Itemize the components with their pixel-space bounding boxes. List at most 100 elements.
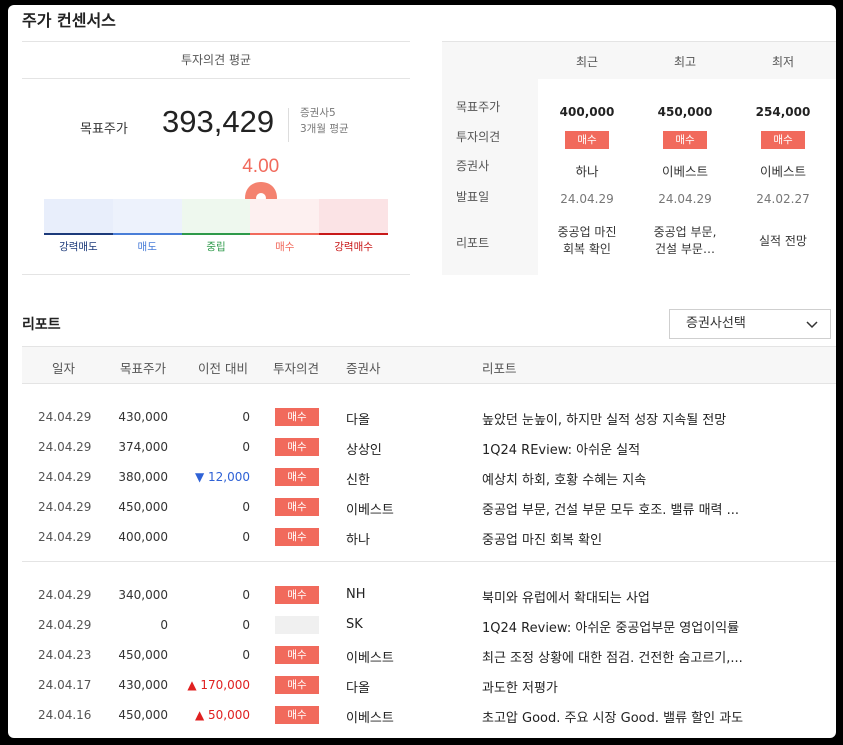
- row-date: 24.04.29: [38, 530, 92, 544]
- scale-segment-5: [319, 199, 388, 233]
- consensus-report-link[interactable]: 중공업 마진 회복 확인: [538, 224, 636, 258]
- row-date: 24.04.29: [38, 440, 92, 454]
- row-report-link[interactable]: 중공업 부문, 건설 부문 모두 호조. 밸류 매력 ...: [482, 503, 740, 518]
- report-line: 건설 부문…: [655, 242, 715, 256]
- column-header: 일자: [52, 361, 76, 376]
- opinion-header: 투자의견 평균: [22, 42, 410, 79]
- table-row[interactable]: 24.04.29 380,000 ▼ 12,000 매수 신한 예상치 하회, 호황 수혜…: [22, 462, 836, 492]
- row-target-price: 450,000: [118, 648, 168, 662]
- consensus-row-label: 목표주가: [456, 100, 501, 114]
- column-header: 투자의견: [273, 361, 320, 376]
- opinion-score: 4.00: [242, 156, 280, 177]
- consensus-broker: 하나: [575, 164, 599, 179]
- scale-label-3: 중립: [181, 233, 251, 254]
- row-opinion: 매수: [275, 498, 319, 516]
- table-row[interactable]: 24.04.29 430,000 0 매수 다올 높았던 눈높이, 하지만 실적 성장 지…: [22, 402, 836, 432]
- row-opinion: 매수: [275, 468, 319, 486]
- table-row[interactable]: 24.04.29 450,000 0 매수 이베스트 중공업 부문, 건설 부문 모두 호…: [22, 492, 836, 522]
- table-row[interactable]: 24.04.29 400,000 0 매수 하나 중공업 마진 회복 확인: [22, 522, 836, 552]
- section-title: 주가 컨센서스: [22, 11, 116, 30]
- column-header: 리포트: [482, 361, 517, 376]
- buy-badge: 매수: [275, 408, 319, 426]
- report-line: 회복 확인: [563, 242, 611, 256]
- buy-badge: 매수: [275, 586, 319, 604]
- row-date: 24.04.29: [38, 410, 92, 424]
- row-broker: 상상인: [346, 443, 382, 458]
- consensus-col-3: 최저: [771, 55, 795, 69]
- consensus-col-2: 최고: [673, 55, 697, 69]
- row-date: 24.04.23: [38, 648, 92, 662]
- row-date: 24.04.29: [38, 500, 92, 514]
- buy-badge: 매수: [275, 468, 319, 486]
- row-opinion: 매수: [275, 706, 319, 724]
- table-row[interactable]: 24.04.29 0 0 SK 1Q24 Review: 아쉬운 중공업부문 영업이익률: [22, 610, 836, 640]
- consensus-broker: 이베스트: [759, 164, 806, 179]
- buy-badge: 매수: [761, 131, 805, 149]
- scale-label-1: 강력매도: [44, 233, 113, 254]
- column-header: 이전 대비: [198, 361, 248, 376]
- row-change: 0: [242, 530, 250, 544]
- row-report-link[interactable]: 높았던 눈높이, 하지만 실적 성장 지속될 전망: [482, 413, 727, 428]
- target-price-value: 393,429: [162, 104, 275, 139]
- buy-badge: 매수: [663, 131, 707, 149]
- row-opinion: 매수: [275, 586, 319, 604]
- chevron-down-icon: [806, 321, 818, 329]
- row-target-price: 0: [160, 618, 168, 632]
- row-target-price: 400,000: [118, 530, 168, 544]
- row-target-price: 380,000: [118, 470, 168, 484]
- row-report-link[interactable]: 북미와 유럽에서 확대되는 사업: [482, 591, 650, 606]
- consensus-date: 24.04.29: [658, 192, 712, 206]
- row-change: ▲ 170,000: [187, 678, 250, 692]
- consensus-broker: 이베스트: [661, 164, 708, 179]
- table-row[interactable]: 24.04.23 450,000 0 매수 이베스트 최근 조정 상황에 대한 점검. 건…: [22, 640, 836, 670]
- row-change: 0: [242, 648, 250, 662]
- report-line: 실적 전망: [759, 234, 807, 248]
- row-broker: 다올: [346, 413, 370, 428]
- row-broker: 다올: [346, 681, 370, 696]
- group-divider: [22, 561, 836, 562]
- row-opinion: 매수: [275, 438, 319, 456]
- row-broker: SK: [346, 617, 363, 632]
- row-opinion: 매수: [275, 408, 319, 426]
- scale-label-5: 강력매수: [319, 233, 388, 254]
- row-report-link[interactable]: 중공업 마진 회복 확인: [482, 533, 603, 548]
- row-change: 0: [242, 588, 250, 602]
- row-report-link[interactable]: 1Q24 REview: 아쉬운 실적: [482, 443, 641, 458]
- broker-select[interactable]: 증권사선택: [669, 309, 831, 339]
- row-target-price: 430,000: [118, 678, 168, 692]
- consensus-row-label: 투자의견: [456, 130, 501, 144]
- table-row[interactable]: 24.04.17 430,000 ▲ 170,000 매수 다올 과도한 저평가: [22, 670, 836, 700]
- consensus-opinion: 매수: [538, 131, 636, 149]
- row-broker: 이베스트: [346, 651, 394, 666]
- buy-badge: 매수: [275, 646, 319, 664]
- row-change: ▼ 12,000: [194, 470, 250, 484]
- column-header: 목표주가: [120, 361, 167, 376]
- row-report-link[interactable]: 1Q24 Review: 아쉬운 중공업부문 영업이익률: [482, 621, 740, 636]
- row-report-link[interactable]: 과도한 저평가: [482, 681, 558, 696]
- row-change: ▲ 50,000: [194, 708, 250, 722]
- scale-segment-4: [250, 199, 320, 233]
- consensus-report-link[interactable]: 실적 전망: [734, 233, 832, 250]
- buy-badge: 매수: [275, 676, 319, 694]
- column-header: 증권사: [346, 361, 381, 376]
- consensus-target: 450,000: [657, 105, 713, 119]
- row-change: 0: [242, 618, 250, 632]
- table-row[interactable]: 24.04.29 374,000 0 매수 상상인 1Q24 REview: 아쉬운 실적: [22, 432, 836, 462]
- broker-select-label: 증권사선택: [686, 316, 746, 331]
- table-row[interactable]: 24.04.16 450,000 ▲ 50,000 매수 이베스트 초고압 Good. 주…: [22, 700, 836, 730]
- row-report-link[interactable]: 예상치 하회, 호황 수혜는 지속: [482, 473, 647, 488]
- row-opinion: 매수: [275, 676, 319, 694]
- consensus-target: 254,000: [755, 105, 811, 119]
- consensus-date: 24.02.27: [756, 192, 810, 206]
- buy-badge: 매수: [565, 131, 609, 149]
- row-report-link[interactable]: 초고압 Good. 주요 시장 Good. 밸류 할인 과도: [482, 711, 744, 726]
- consensus-table: 최근 최고 최저 목표주가 투자의견 증권사 발표일 리포트 400,000 매수 하나 24.04.…: [442, 41, 836, 275]
- consensus-date: 24.04.29: [560, 192, 614, 206]
- reports-table-header: 일자 목표주가 이전 대비 투자의견 증권사 리포트: [22, 346, 836, 384]
- row-report-link[interactable]: 최근 조정 상황에 대한 점검. 건전한 숨고르기,...: [482, 651, 743, 666]
- table-row[interactable]: 24.04.29 340,000 0 매수 NH 북미와 유럽에서 확대되는 사업: [22, 580, 836, 610]
- row-broker: 신한: [346, 473, 370, 488]
- consensus-report-link[interactable]: 중공업 부문, 건설 부문…: [636, 224, 734, 258]
- opinion-scale-labels: 강력매도 매도 중립 매수 강력매수: [44, 233, 388, 254]
- opinion-average-box: 투자의견 평균 목표주가 393,429 증권사5 3개월 평균 4.00 강력…: [22, 41, 410, 275]
